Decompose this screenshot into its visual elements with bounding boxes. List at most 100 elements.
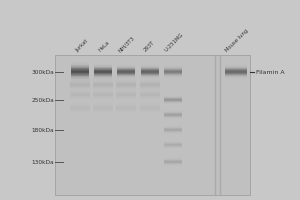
Bar — [93, 82, 113, 83]
Bar — [164, 127, 182, 128]
Bar — [71, 67, 89, 68]
Bar — [225, 72, 247, 73]
Bar — [225, 68, 247, 69]
Bar — [70, 112, 90, 113]
Bar — [141, 75, 159, 76]
Bar — [70, 84, 90, 85]
Bar — [225, 70, 247, 71]
Bar — [141, 76, 159, 77]
Bar — [164, 116, 182, 117]
Bar — [141, 67, 159, 68]
Bar — [117, 69, 135, 70]
Bar — [93, 93, 113, 94]
Bar — [116, 88, 136, 89]
Bar — [116, 89, 136, 90]
Bar — [71, 81, 89, 82]
Bar — [94, 73, 112, 74]
Bar — [116, 111, 136, 112]
Bar — [164, 140, 182, 141]
Bar — [225, 64, 247, 65]
Bar — [93, 110, 113, 111]
Bar — [164, 161, 182, 162]
Bar — [141, 69, 159, 70]
Bar — [70, 88, 90, 89]
Bar — [225, 66, 247, 67]
Bar — [140, 101, 160, 102]
Bar — [70, 92, 90, 93]
Bar — [164, 115, 182, 116]
Bar — [93, 113, 113, 114]
Bar — [93, 104, 113, 105]
Bar — [164, 126, 182, 127]
Bar — [225, 73, 247, 74]
Bar — [93, 102, 113, 103]
Bar — [117, 66, 135, 67]
Bar — [94, 77, 112, 78]
Bar — [93, 96, 113, 97]
Bar — [116, 90, 136, 91]
Bar — [70, 82, 90, 83]
Bar — [164, 130, 182, 131]
Bar — [71, 74, 89, 75]
Text: 180kDa: 180kDa — [32, 128, 54, 132]
Bar — [140, 109, 160, 110]
Bar — [93, 83, 113, 84]
Bar — [164, 133, 182, 134]
Bar — [140, 110, 160, 111]
Bar — [70, 90, 90, 91]
Bar — [141, 72, 159, 73]
Bar — [94, 76, 112, 77]
Bar — [70, 97, 90, 98]
Bar — [71, 73, 89, 74]
Bar — [70, 91, 90, 92]
Bar — [116, 95, 136, 96]
Bar — [141, 78, 159, 79]
Bar — [140, 95, 160, 96]
Bar — [140, 84, 160, 85]
Bar — [93, 97, 113, 98]
Bar — [164, 159, 182, 160]
Bar — [116, 84, 136, 85]
Bar — [141, 71, 159, 72]
Bar — [164, 104, 182, 105]
Bar — [93, 89, 113, 90]
Bar — [70, 96, 90, 97]
Bar — [141, 64, 159, 65]
Bar — [70, 114, 90, 115]
Bar — [140, 85, 160, 86]
Bar — [164, 157, 182, 158]
Bar — [140, 79, 160, 80]
Bar — [71, 61, 89, 62]
Bar — [117, 73, 135, 74]
Bar — [164, 144, 182, 145]
Bar — [70, 103, 90, 104]
Bar — [164, 125, 182, 126]
Bar — [94, 67, 112, 68]
Bar — [117, 77, 135, 78]
Bar — [164, 97, 182, 98]
Bar — [164, 77, 182, 78]
Bar — [93, 106, 113, 107]
Bar — [70, 83, 90, 84]
Bar — [70, 89, 90, 90]
Bar — [70, 106, 90, 107]
Bar — [93, 92, 113, 93]
Bar — [116, 92, 136, 93]
Bar — [116, 110, 136, 111]
Bar — [116, 78, 136, 79]
Bar — [93, 81, 113, 82]
Bar — [164, 118, 182, 119]
Bar — [70, 88, 90, 89]
Bar — [140, 96, 160, 97]
Bar — [117, 67, 135, 68]
Bar — [116, 109, 136, 110]
Bar — [141, 66, 159, 67]
Bar — [141, 73, 159, 74]
Bar — [93, 86, 113, 87]
Bar — [117, 72, 135, 73]
Bar — [225, 71, 247, 72]
Bar — [71, 72, 89, 73]
Bar — [140, 82, 160, 83]
Bar — [93, 109, 113, 110]
Bar — [71, 69, 89, 70]
